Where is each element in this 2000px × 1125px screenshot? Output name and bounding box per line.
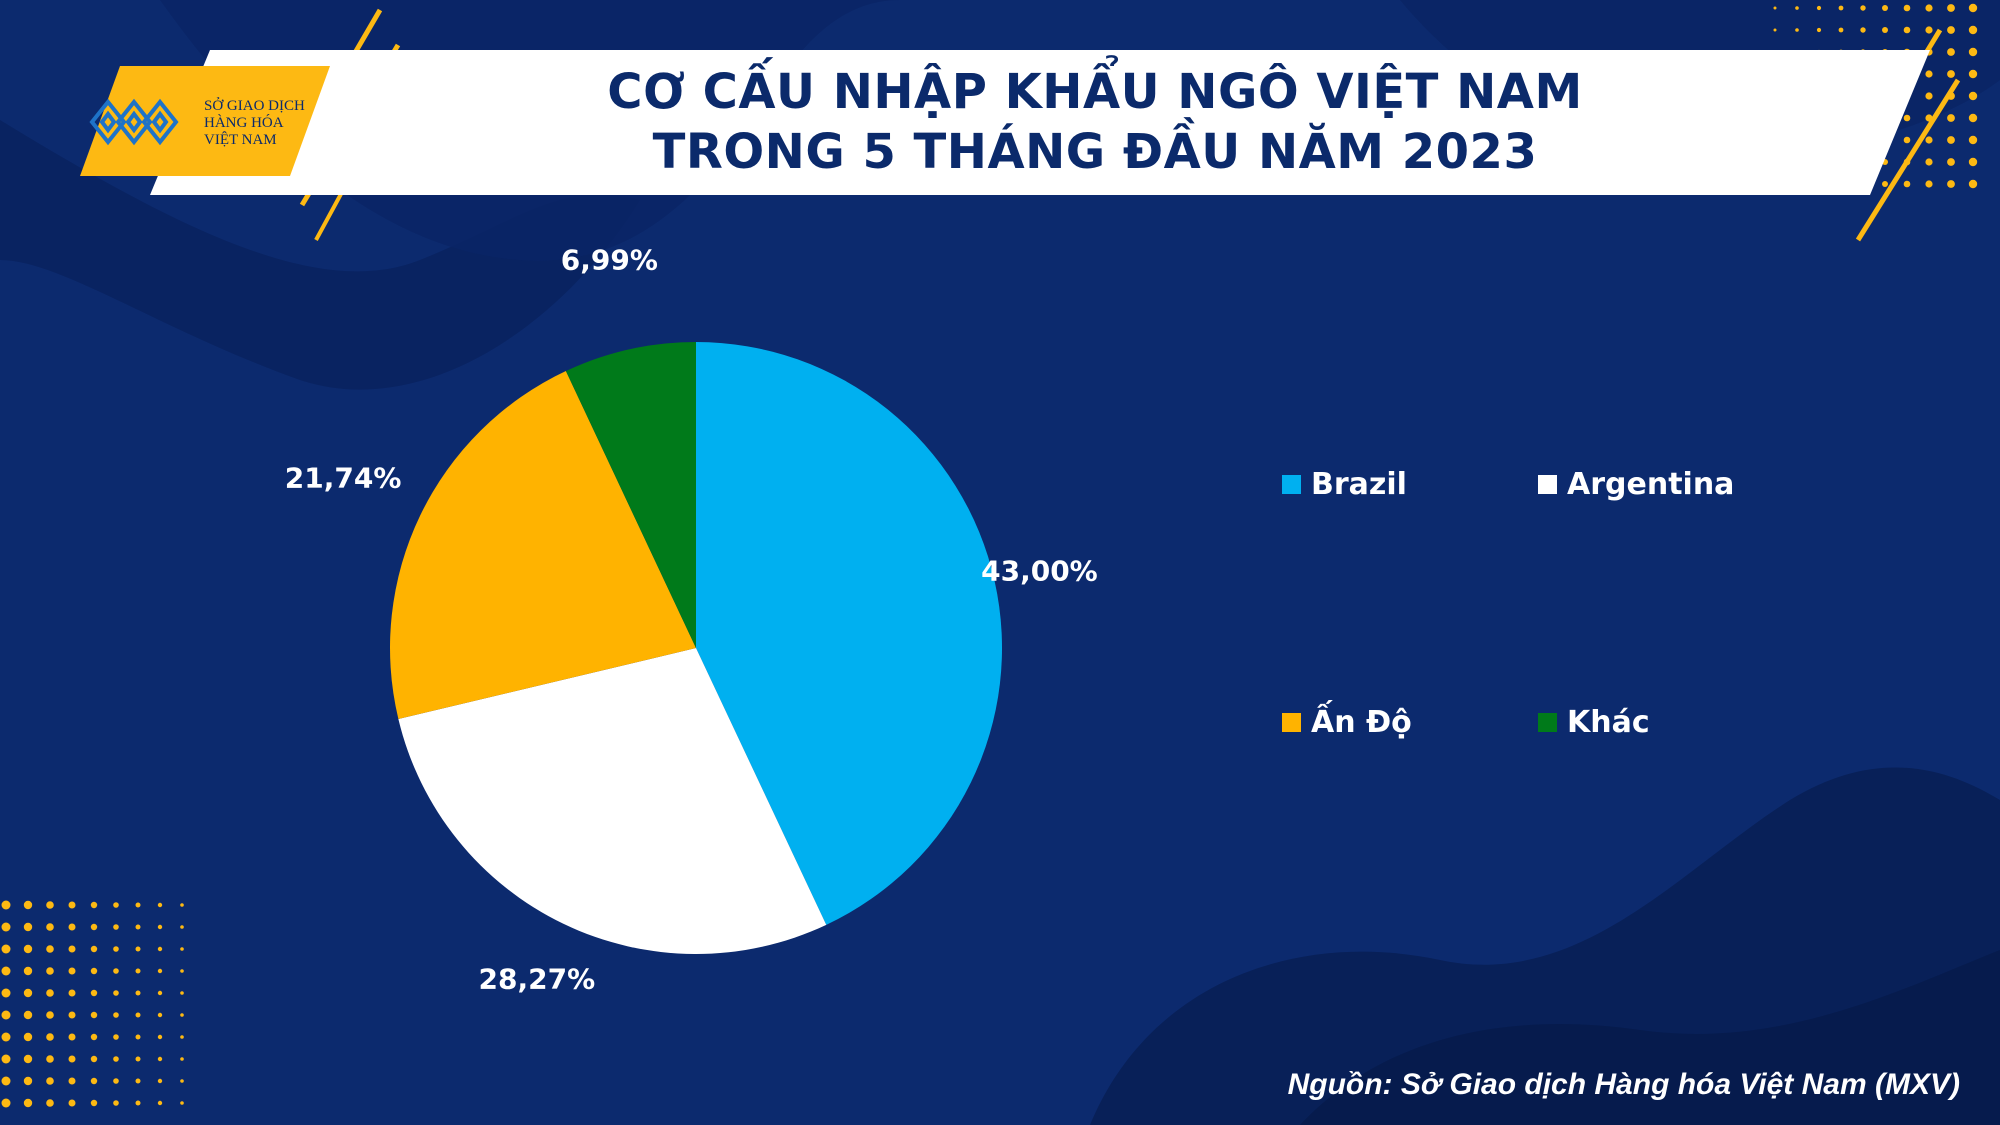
chart-title-line-2: TRONG 5 THÁNG ĐẦU NĂM 2023: [652, 124, 1538, 180]
legend-swatch-2: [1538, 475, 1557, 494]
legend-item-4: Khác: [1538, 705, 1650, 740]
logo-line-2: HÀNG HÓA: [204, 115, 284, 131]
legend-label-2: Argentina: [1567, 467, 1735, 502]
pie-label-1: 43,00%: [981, 554, 1098, 588]
legend-item-1: Brazil: [1282, 467, 1407, 502]
chart-title: CƠ CẤU NHẬP KHẨU NGÔ VIỆT NAM TRONG 5 TH…: [280, 62, 1910, 182]
legend-item-2: Argentina: [1538, 467, 1734, 502]
pie-slice-argentina: [398, 648, 827, 955]
logo-line-3: VIỆT NAM: [204, 132, 277, 148]
pie-label-3: 21,74%: [284, 461, 402, 495]
logo-text: SỞ GIAO DỊCH HÀNG HÓA VIỆT NAM: [204, 98, 305, 149]
chart-title-line-1: CƠ CẤU NHẬP KHẨU NGÔ VIỆT NAM: [607, 64, 1583, 120]
source-note: Nguồn: Sở Giao dịch Hàng hóa Việt Nam (M…: [1287, 1068, 1960, 1101]
legend-item-3: Ấn Độ: [1282, 705, 1412, 740]
pie-slice--n-: [390, 371, 696, 720]
legend-swatch-4: [1538, 713, 1557, 732]
pie-slice-brazil: [696, 342, 1003, 925]
pie-label-4: 6,99%: [560, 243, 658, 277]
logo-line-1: SỞ GIAO DỊCH: [204, 98, 305, 114]
legend-label-1: Brazil: [1311, 467, 1407, 502]
title-banner: [150, 50, 1930, 195]
legend-swatch-1: [1282, 475, 1301, 494]
mxv-logo-icon: [89, 98, 179, 146]
pie-slice-kh-c: [565, 342, 696, 648]
legend-label-3: Ấn Độ: [1311, 705, 1412, 740]
pie-label-2: 28,27%: [478, 962, 596, 996]
legend-label-4: Khác: [1567, 705, 1650, 740]
legend-swatch-3: [1282, 713, 1301, 732]
